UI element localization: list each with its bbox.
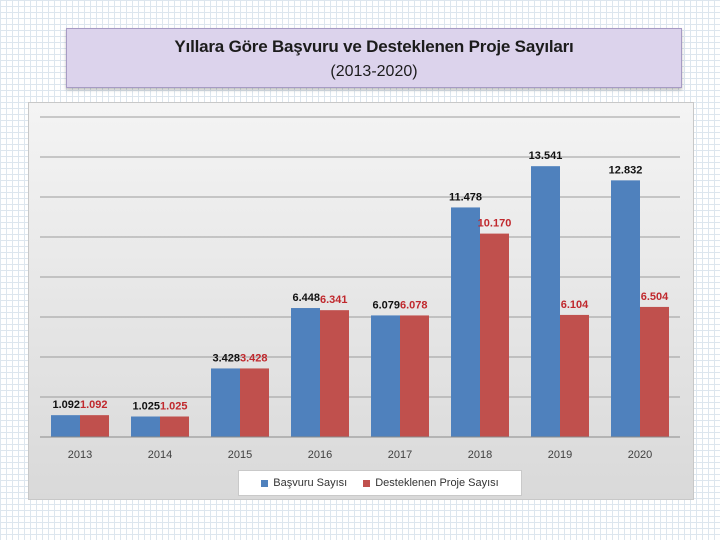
x-tick-label-2020: 2020 (628, 449, 652, 461)
bar-basvuru-2015 (211, 368, 240, 437)
bar-desteklenen-2019 (560, 314, 589, 437)
bar-basvuru-2013 (51, 415, 80, 437)
x-tick-label-2017: 2017 (388, 449, 412, 461)
data-label-basvuru-2017: 6.079 (372, 299, 400, 311)
bar-desteklenen-2016 (320, 310, 349, 437)
data-label-desteklenen-2014: 1.025 (160, 401, 188, 413)
data-label-desteklenen-2018: 10.170 (478, 218, 512, 230)
data-label-desteklenen-2015: 3.428 (240, 352, 268, 364)
bar-desteklenen-2018 (480, 233, 509, 437)
data-label-basvuru-2019: 13.541 (529, 150, 563, 162)
legend: Başvuru Sayısı Desteklenen Proje Sayısı (238, 470, 522, 496)
x-tick-label-2016: 2016 (308, 449, 332, 461)
bar-basvuru-2020 (611, 180, 640, 438)
legend-item-desteklenen: Desteklenen Proje Sayısı (363, 477, 499, 489)
chart-subtitle: (2013-2020) (330, 63, 418, 80)
data-label-desteklenen-2017: 6.078 (400, 299, 428, 311)
bar-desteklenen-2014 (160, 416, 189, 437)
x-tick-label-2013: 2013 (68, 449, 92, 461)
data-label-desteklenen-2016: 6.341 (320, 294, 348, 306)
bar-basvuru-2017 (371, 315, 400, 437)
bar-basvuru-2014 (131, 416, 160, 437)
bar-desteklenen-2013 (80, 415, 109, 437)
bar-desteklenen-2020 (640, 306, 669, 437)
chart-title: Yıllara Göre Başvuru ve Desteklenen Proj… (174, 37, 574, 56)
data-label-desteklenen-2020: 6.504 (641, 291, 669, 303)
bar-basvuru-2016 (291, 308, 320, 437)
x-tick-label-2015: 2015 (228, 449, 252, 461)
bar-basvuru-2019 (531, 166, 560, 437)
data-label-basvuru-2018: 11.478 (449, 191, 482, 203)
legend-swatch-basvuru (261, 479, 269, 487)
data-label-basvuru-2020: 12.832 (609, 164, 643, 176)
x-tick-label-2014: 2014 (148, 449, 172, 461)
data-label-basvuru-2014: 1.025 (132, 401, 160, 413)
data-label-desteklenen-2013: 1.092 (80, 399, 108, 411)
data-label-basvuru-2015: 3.428 (212, 352, 240, 364)
legend-swatch-desteklenen (363, 479, 371, 487)
bar-desteklenen-2015 (240, 368, 269, 437)
bar-desteklenen-2017 (400, 315, 429, 437)
chart-title-box: Yıllara Göre Başvuru ve Desteklenen Proj… (66, 28, 682, 88)
legend-label-basvuru: Başvuru Sayısı (273, 477, 348, 489)
x-tick-label-2018: 2018 (468, 449, 492, 461)
data-label-desteklenen-2019: 6.104 (561, 299, 589, 311)
bar-basvuru-2018 (451, 207, 480, 437)
legend-label-desteklenen: Desteklenen Proje Sayısı (375, 477, 499, 489)
legend-item-basvuru: Başvuru Sayısı (261, 477, 347, 489)
data-label-basvuru-2016: 6.448 (292, 292, 320, 304)
x-tick-label-2019: 2019 (548, 449, 572, 461)
data-label-basvuru-2013: 1.092 (52, 399, 80, 411)
